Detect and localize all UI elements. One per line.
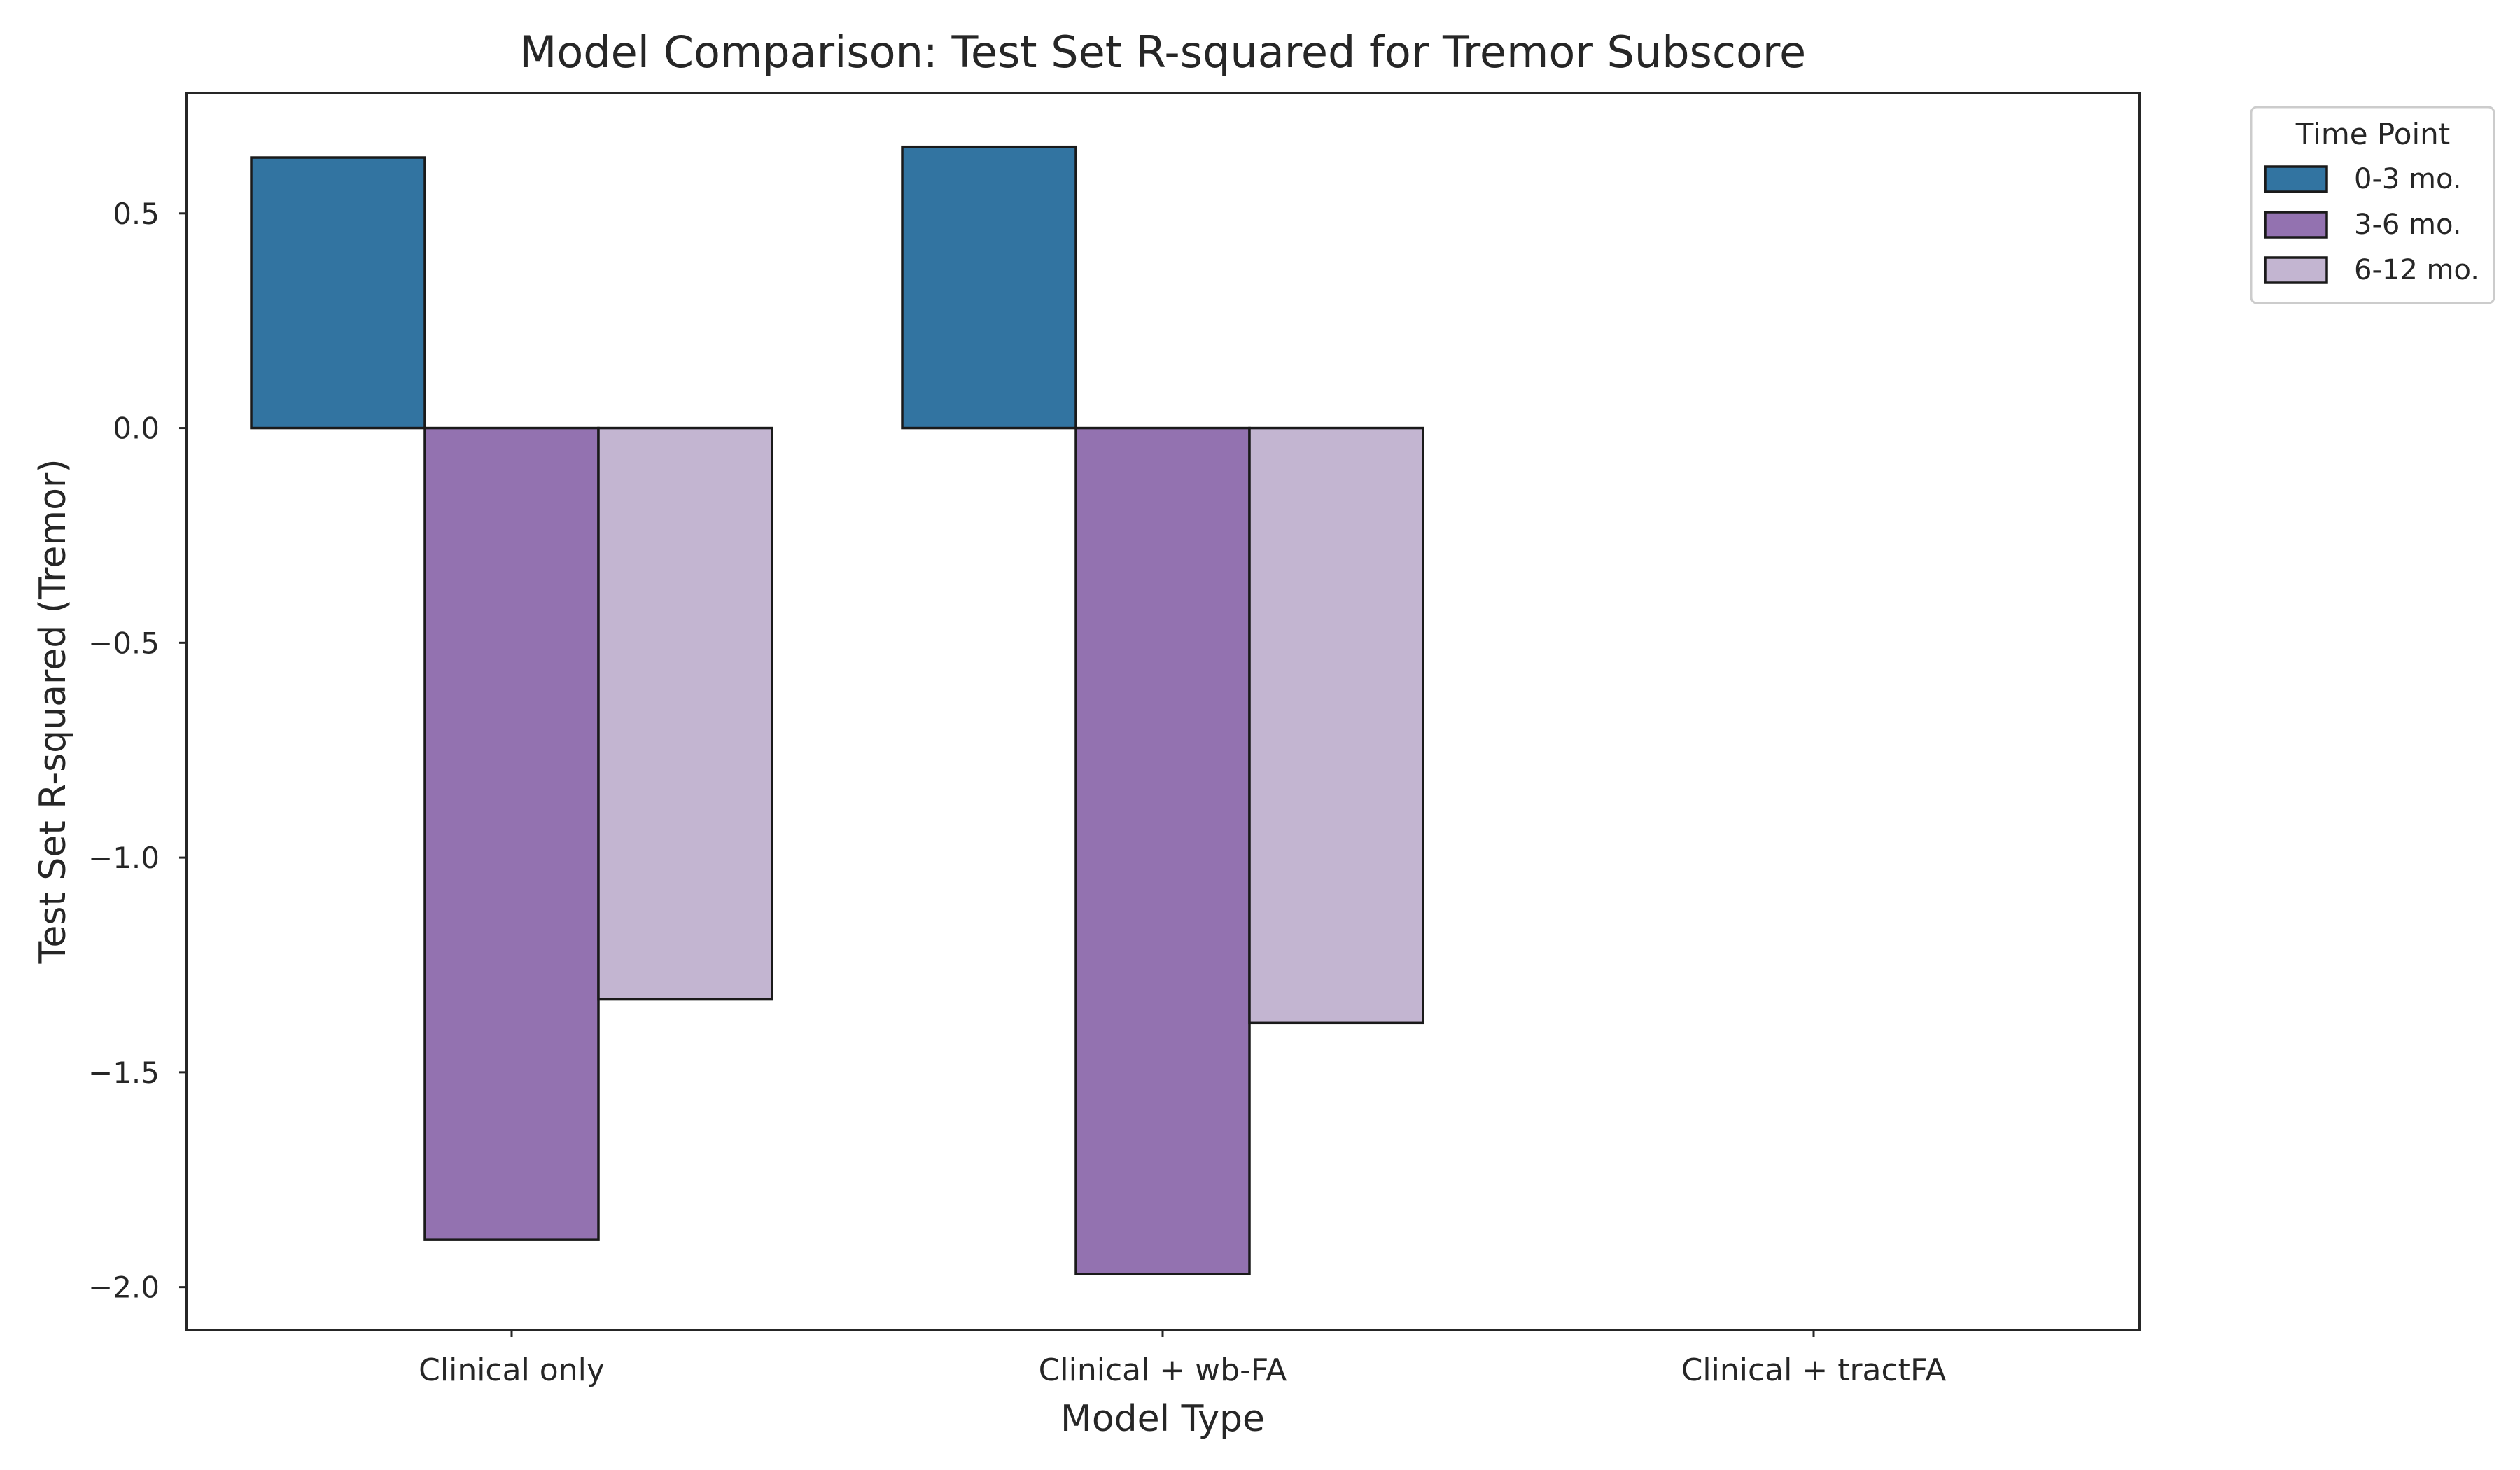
legend-label: 6-12 mo. [2354, 254, 2479, 286]
bar [1248, 426, 1424, 1025]
x-tick-label: Clinical + tractFA [1681, 1352, 1947, 1388]
y-tick-label: 0.5 [113, 197, 160, 231]
x-tick-label: Clinical + wb-FA [1039, 1352, 1287, 1388]
bar [424, 426, 600, 1241]
y-axis-ticks: 0.5 0.0 −0.5 −1.0 −1.5 −2.0 [88, 197, 186, 1305]
legend-swatch [2264, 256, 2328, 284]
bar [901, 145, 1077, 430]
y-tick-label: −1.5 [88, 1056, 160, 1090]
bar [250, 156, 426, 430]
y-axis-label: Test Set R-squared (Tremor) [32, 458, 74, 964]
bars-group [250, 145, 1424, 1275]
plot-area-frame [185, 92, 2141, 1331]
legend-label: 0-3 mo. [2354, 163, 2462, 195]
bar [1074, 426, 1251, 1275]
y-tick-label: −1.0 [88, 841, 160, 875]
legend-label: 3-6 mo. [2354, 209, 2462, 241]
legend-swatch [2264, 211, 2328, 239]
legend: Time Point 0-3 mo. 3-6 mo. 6-12 mo. [2250, 106, 2496, 304]
legend-swatch [2264, 165, 2328, 193]
y-tick-label: −0.5 [88, 626, 160, 660]
y-tick-label: 0.0 [113, 412, 160, 446]
y-tick-label: −2.0 [88, 1270, 160, 1305]
chart-title: Model Comparison: Test Set R-squared for… [519, 27, 1806, 78]
x-tick-label: Clinical only [419, 1352, 605, 1388]
x-axis-ticks: Clinical only Clinical + wb-FA Clinical + … [419, 1330, 1946, 1388]
bar [597, 426, 774, 1001]
legend-title: Time Point [2295, 117, 2450, 151]
legend-frame [2250, 106, 2496, 304]
x-axis-label: Model Type [1060, 1398, 1265, 1440]
legend-items: 0-3 mo. 3-6 mo. 6-12 mo. [2264, 163, 2479, 286]
